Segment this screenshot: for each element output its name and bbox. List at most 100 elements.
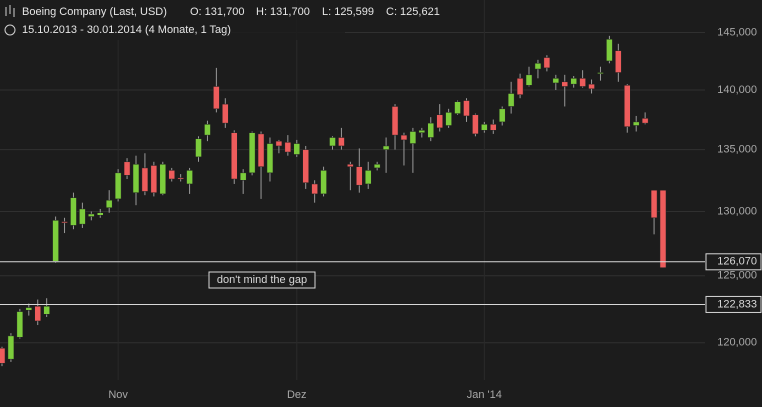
- candle-body: [597, 72, 604, 74]
- candle-body: [641, 118, 649, 124]
- candle-body: [588, 83, 595, 90]
- price-label-box: [705, 295, 762, 313]
- annotation: don't mind the gap: [217, 274, 307, 286]
- candle-body: [123, 161, 131, 176]
- candle-body: [16, 311, 24, 338]
- x-tick-label: Nov: [108, 389, 128, 401]
- chart-subtitle: 15.10.2013 - 30.01.2014 (4 Monate, 1 Tag…: [22, 24, 231, 36]
- annotation-box: [208, 271, 316, 289]
- candle-body: [132, 163, 140, 193]
- candle-body: [418, 130, 426, 133]
- candle-body: [579, 78, 586, 87]
- candle-body: [105, 199, 113, 208]
- candle-body: [25, 307, 33, 311]
- candle-body: [436, 114, 443, 129]
- x-tick-label: Dez: [287, 389, 307, 401]
- candle-body: [320, 170, 327, 195]
- candle-body: [150, 165, 158, 193]
- candle-body: [481, 124, 488, 131]
- candle-body: [70, 197, 77, 226]
- chart-title: Boeing Company (Last, USD): [22, 6, 167, 18]
- candle-body: [516, 78, 524, 95]
- ohlc-label: O: 131,700: [190, 6, 244, 18]
- candle-body: [650, 189, 658, 219]
- candle-body: [204, 124, 211, 136]
- price-label: 126,070: [717, 256, 757, 268]
- candle-body: [364, 170, 372, 185]
- candle-body: [552, 78, 560, 84]
- candle-body: [168, 170, 175, 180]
- candle-body: [275, 140, 283, 147]
- candle-body: [43, 305, 50, 315]
- candle-body: [463, 100, 470, 117]
- candle-body: [445, 112, 452, 126]
- candle-body: [338, 137, 345, 147]
- candle-body: [7, 335, 15, 360]
- candle-body: [141, 167, 149, 192]
- candle-body: [266, 143, 274, 174]
- ohlc-label: C: 125,621: [386, 6, 440, 18]
- candle-body: [400, 134, 408, 141]
- y-tick-label: 135,000: [717, 144, 757, 156]
- candle-body: [0, 347, 6, 364]
- candle-body: [302, 149, 309, 183]
- y-tick-label: 140,000: [717, 84, 757, 96]
- y-tick-label: 120,000: [717, 337, 757, 349]
- candle-body: [659, 189, 667, 268]
- candle-body: [490, 124, 497, 131]
- candle-body: [239, 172, 247, 181]
- candle-body: [356, 166, 363, 186]
- candle-body: [382, 145, 390, 150]
- candle-body: [347, 163, 354, 167]
- candle-body: [373, 163, 381, 169]
- candle-body: [561, 81, 568, 87]
- candle-body: [97, 212, 104, 216]
- candle-body: [534, 63, 542, 70]
- header-panel: [0, 0, 345, 40]
- candle-body: [213, 86, 220, 110]
- y-tick-label: 145,000: [717, 26, 757, 38]
- candle-body: [257, 133, 265, 167]
- x-tick-label: Jan '14: [467, 389, 502, 401]
- price-label: 122,833: [717, 298, 757, 310]
- ohlc-label: H: 131,700: [256, 6, 310, 18]
- candle-body: [409, 131, 417, 144]
- candle-body: [632, 121, 640, 126]
- candle-body: [570, 78, 577, 85]
- candle-body: [195, 138, 202, 158]
- ohlc-label: L: 125,599: [322, 6, 374, 18]
- clock-icon: [4, 24, 16, 36]
- y-tick-label: 130,000: [717, 205, 757, 217]
- price-label-box: [705, 253, 762, 271]
- candle-body: [248, 132, 256, 174]
- candle-body: [52, 220, 59, 262]
- candle-body: [230, 132, 238, 180]
- candle-body: [61, 221, 68, 224]
- candle-body: [391, 106, 399, 136]
- candle-body: [311, 183, 318, 195]
- candle-body: [543, 57, 551, 69]
- candle-body: [159, 163, 167, 195]
- candle-icon: [5, 5, 15, 17]
- candle-body: [293, 143, 301, 155]
- candle-body: [79, 208, 86, 225]
- candle-body: [222, 103, 229, 124]
- candle-body: [498, 108, 506, 123]
- candle-body: [284, 142, 292, 153]
- y-tick-label: 125,000: [717, 270, 757, 282]
- candle-body: [472, 114, 479, 135]
- candle-body: [615, 50, 622, 73]
- candle-body: [427, 122, 435, 138]
- candle-body: [624, 85, 631, 127]
- candle-body: [606, 39, 613, 62]
- candle-body: [34, 305, 41, 322]
- candle-body: [454, 101, 461, 114]
- candle-body: [114, 172, 122, 200]
- candle-body: [329, 137, 336, 147]
- candle-body: [186, 170, 193, 185]
- candle-body: [507, 93, 515, 107]
- candle-body: [525, 74, 533, 86]
- candle-body: [177, 177, 184, 180]
